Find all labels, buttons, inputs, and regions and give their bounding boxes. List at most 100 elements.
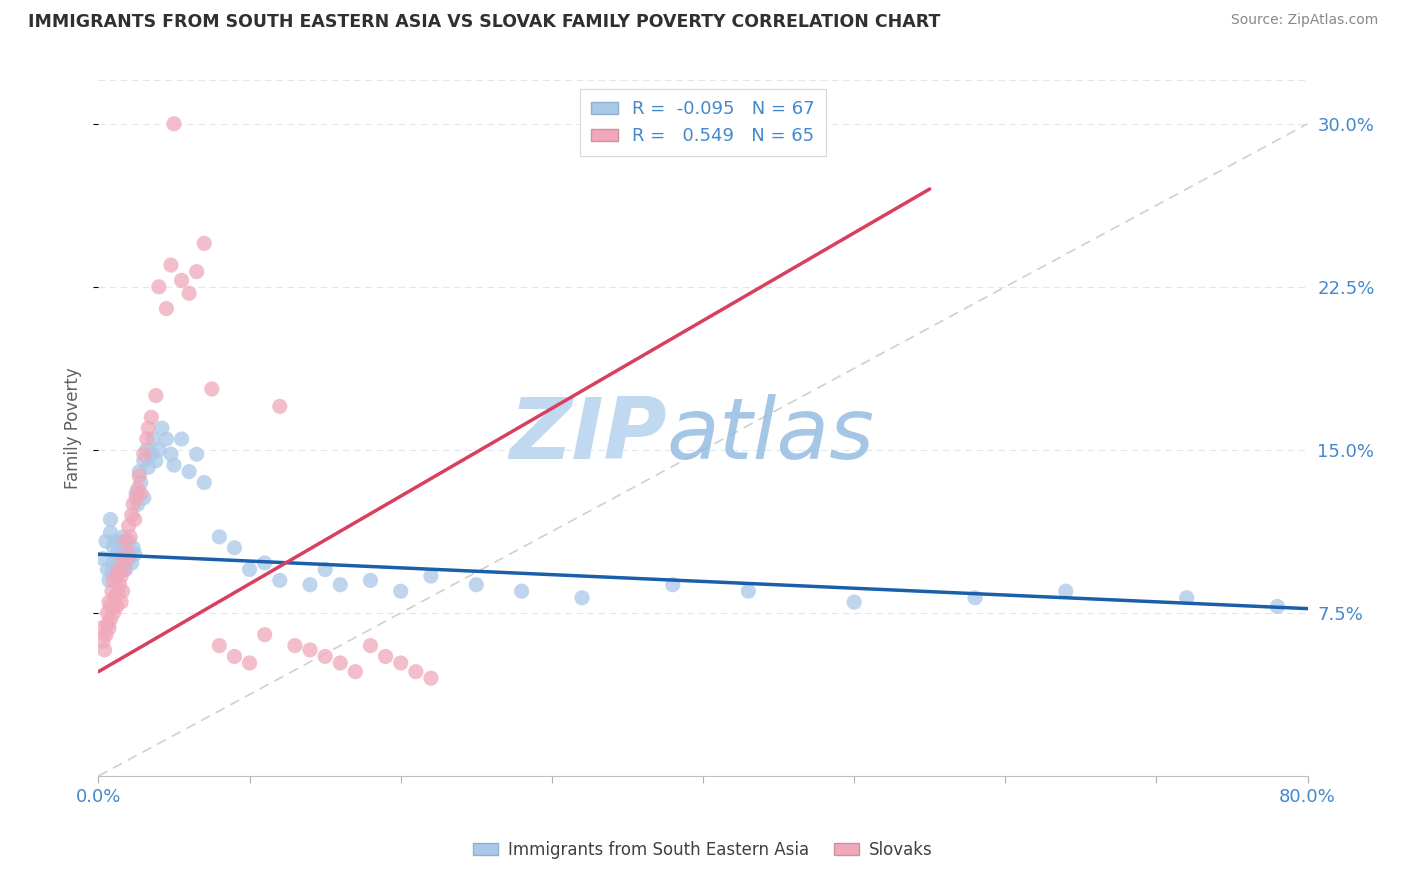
Point	[179, 465, 201, 479]
Point	[103, 541, 125, 555]
Point	[128, 469, 150, 483]
Point	[141, 447, 163, 461]
Point	[101, 584, 124, 599]
Point	[1267, 599, 1289, 614]
Point	[314, 649, 336, 664]
Point	[111, 562, 134, 576]
Point	[208, 639, 231, 653]
Point	[122, 497, 145, 511]
Point	[145, 388, 167, 402]
Legend: R =  -0.095   N = 67, R =   0.549   N = 65: R = -0.095 N = 67, R = 0.549 N = 65	[581, 89, 825, 156]
Point	[145, 454, 167, 468]
Point	[100, 613, 122, 627]
Point	[224, 541, 246, 555]
Point	[105, 599, 128, 614]
Point	[100, 599, 122, 614]
Text: ZIP: ZIP	[509, 393, 666, 476]
Y-axis label: Family Poverty: Family Poverty	[65, 368, 83, 489]
Point	[129, 486, 152, 500]
Point	[100, 525, 122, 540]
Text: Source: ZipAtlas.com: Source: ZipAtlas.com	[1230, 13, 1378, 28]
Point	[253, 628, 276, 642]
Point	[118, 519, 141, 533]
Point	[160, 258, 183, 272]
Point	[111, 530, 134, 544]
Point	[105, 562, 128, 576]
Point	[111, 551, 134, 566]
Point	[737, 584, 759, 599]
Point	[132, 491, 155, 505]
Point	[98, 621, 121, 635]
Point	[389, 656, 412, 670]
Point	[120, 530, 142, 544]
Point	[110, 569, 132, 583]
Point	[224, 649, 246, 664]
Point	[132, 454, 155, 468]
Point	[128, 465, 150, 479]
Point	[141, 410, 163, 425]
Point	[299, 578, 322, 592]
Point	[108, 578, 131, 592]
Point	[110, 534, 132, 549]
Point	[122, 541, 145, 555]
Point	[170, 432, 193, 446]
Point	[114, 534, 136, 549]
Point	[115, 541, 138, 555]
Point	[94, 628, 117, 642]
Point	[239, 656, 262, 670]
Point	[135, 432, 157, 446]
Point	[110, 547, 132, 561]
Point	[132, 447, 155, 461]
Point	[90, 621, 112, 635]
Point	[1175, 591, 1198, 605]
Point	[193, 236, 215, 251]
Point	[163, 117, 186, 131]
Point	[405, 665, 427, 679]
Text: IMMIGRANTS FROM SOUTH EASTERN ASIA VS SLOVAK FAMILY POVERTY CORRELATION CHART: IMMIGRANTS FROM SOUTH EASTERN ASIA VS SL…	[28, 13, 941, 31]
Point	[107, 551, 129, 566]
Point	[179, 286, 201, 301]
Point	[129, 475, 152, 490]
Point	[170, 273, 193, 287]
Point	[96, 616, 118, 631]
Point	[465, 578, 488, 592]
Point	[103, 556, 125, 570]
Point	[142, 432, 165, 446]
Point	[136, 421, 159, 435]
Point	[135, 442, 157, 457]
Point	[1054, 584, 1077, 599]
Point	[104, 534, 127, 549]
Point	[269, 574, 291, 588]
Point	[155, 301, 177, 316]
Point	[374, 649, 396, 664]
Point	[571, 591, 593, 605]
Point	[160, 447, 183, 461]
Point	[136, 460, 159, 475]
Text: atlas: atlas	[666, 393, 875, 476]
Point	[107, 584, 129, 599]
Point	[96, 562, 118, 576]
Point	[284, 639, 307, 653]
Point	[329, 656, 352, 670]
Point	[239, 562, 262, 576]
Point	[118, 547, 141, 561]
Point	[150, 421, 173, 435]
Point	[186, 264, 208, 278]
Point	[121, 508, 143, 523]
Point	[329, 578, 352, 592]
Point	[124, 547, 146, 561]
Point	[193, 475, 215, 490]
Point	[201, 382, 224, 396]
Point	[662, 578, 685, 592]
Point	[148, 442, 170, 457]
Point	[100, 512, 122, 526]
Point	[420, 569, 443, 583]
Point	[389, 584, 412, 599]
Point	[420, 671, 443, 685]
Point	[107, 562, 129, 576]
Point	[104, 591, 127, 605]
Point	[510, 584, 533, 599]
Point	[94, 534, 117, 549]
Point	[93, 643, 115, 657]
Point	[125, 486, 148, 500]
